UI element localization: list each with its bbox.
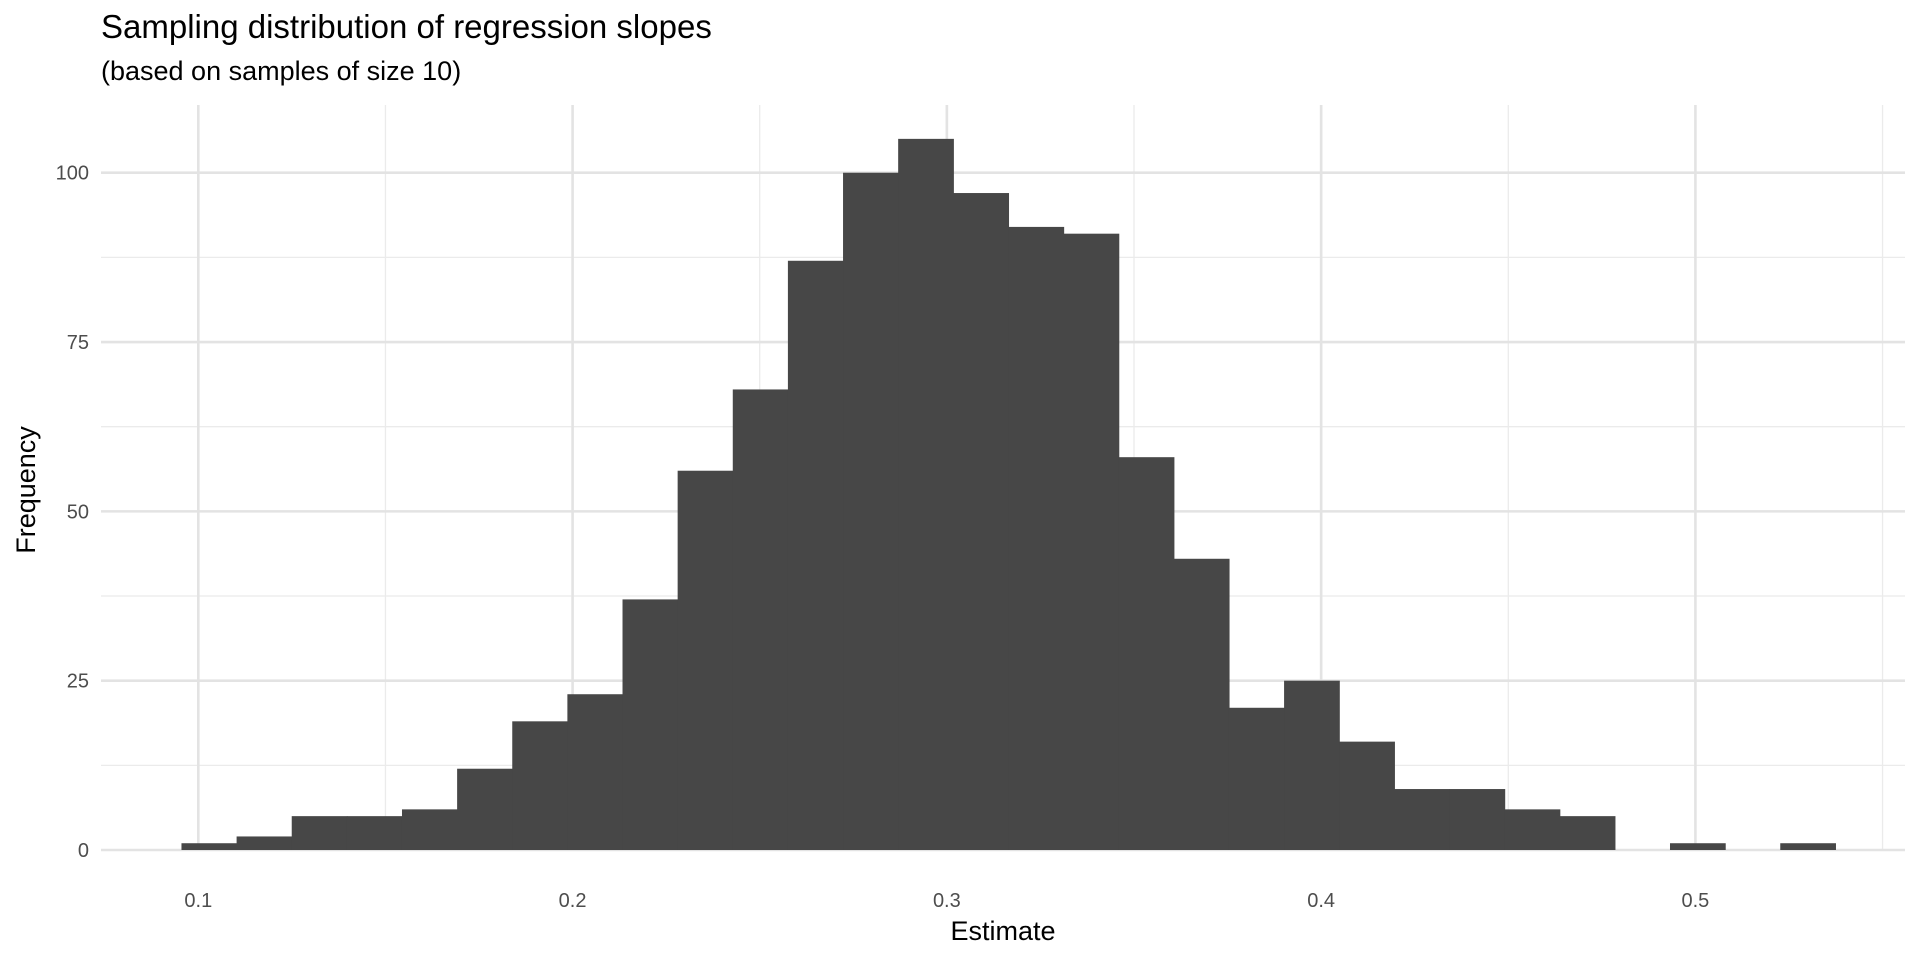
- histogram-bar: [401, 809, 458, 850]
- histogram-bar: [1008, 226, 1065, 851]
- histogram-bar: [1504, 809, 1561, 850]
- histogram-bar: [1284, 680, 1340, 850]
- histogram-bar: [1449, 789, 1506, 850]
- y-axis-ticks: 0 25 50 75 100: [56, 163, 89, 862]
- histogram-bar: [1559, 816, 1616, 850]
- histogram-bar: [677, 470, 734, 850]
- histogram-bar: [1118, 457, 1175, 850]
- histogram-bar: [346, 816, 403, 850]
- x-axis-ticks: 0.1 0.2 0.3 0.4 0.5: [184, 890, 1709, 912]
- histogram-bar: [732, 389, 789, 850]
- y-tick-label: 0: [78, 840, 89, 862]
- histogram-bar: [1063, 233, 1120, 850]
- histogram-bar: [953, 193, 1010, 850]
- histogram-bar: [567, 694, 624, 850]
- histogram-bar: [622, 599, 679, 850]
- histogram-bar: [1669, 843, 1726, 850]
- histogram-bar: [512, 721, 568, 850]
- histogram-bar: [236, 836, 293, 850]
- histogram-bar: [181, 843, 238, 850]
- y-tick-label: 50: [67, 501, 89, 523]
- histogram-bars: [181, 138, 1836, 851]
- y-axis-title: Frequency: [11, 426, 41, 554]
- y-tick-label: 100: [56, 163, 89, 185]
- histogram-bar: [1394, 789, 1451, 850]
- histogram-bar: [787, 260, 844, 851]
- y-tick-label: 75: [67, 332, 89, 354]
- histogram-bar: [1780, 843, 1836, 850]
- histogram-bar: [1228, 707, 1285, 850]
- x-tick-label: 0.3: [933, 890, 961, 912]
- histogram-bar: [1339, 741, 1395, 850]
- x-axis-title: Estimate: [950, 916, 1055, 946]
- x-tick-label: 0.1: [184, 890, 212, 912]
- y-tick-label: 25: [67, 671, 89, 693]
- chart-title: Sampling distribution of regression slop…: [101, 8, 712, 45]
- histogram-bar: [457, 768, 513, 850]
- chart-subtitle: (based on samples of size 10): [101, 56, 462, 86]
- x-tick-label: 0.5: [1682, 890, 1710, 912]
- histogram-bar: [898, 138, 954, 850]
- histogram-bar: [291, 816, 348, 850]
- histogram-bar: [843, 172, 899, 850]
- x-tick-label: 0.2: [559, 890, 587, 912]
- histogram-bar: [1173, 558, 1230, 850]
- x-tick-label: 0.4: [1307, 890, 1335, 912]
